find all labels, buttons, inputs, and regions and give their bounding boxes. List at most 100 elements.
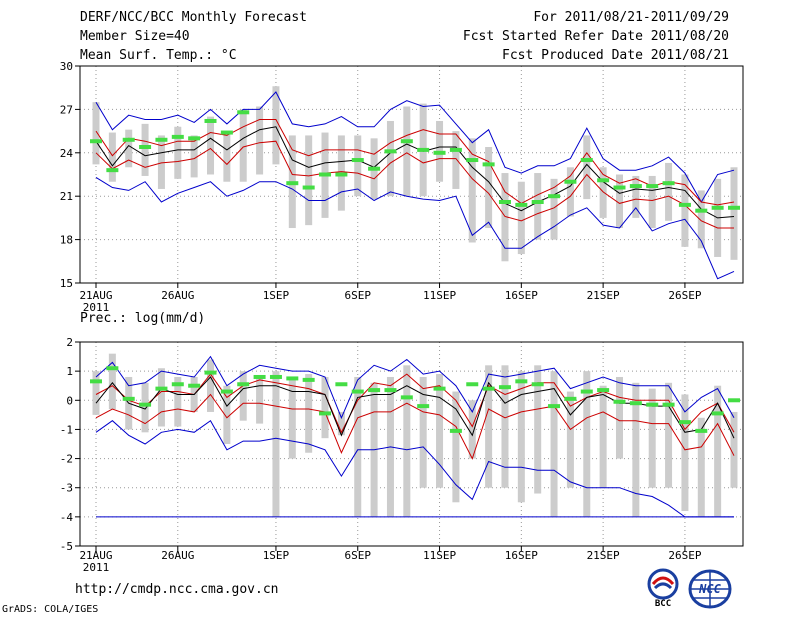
temp-y-tick-label: 15 xyxy=(60,277,73,290)
temp-range-box xyxy=(583,135,591,200)
temp-y-tick-label: 21 xyxy=(60,190,73,203)
temp-range-box xyxy=(403,106,411,197)
prec-title: Prec.: log(mm/d) xyxy=(80,311,205,326)
temp-range-box xyxy=(632,175,640,218)
prec-chart: 2 1 0 -1 -2 -3 -4 -5 21AUG 26AUG 1SEP 6SEP 11SEP 16SE… xyxy=(60,336,744,574)
prec-y-tick-label: 2 xyxy=(66,336,73,349)
temp-range-box xyxy=(599,167,607,218)
prec-x-tick-label: 26SEP xyxy=(668,549,701,562)
prec-range-box xyxy=(108,353,116,410)
fcst-produced-date: Fcst Produced Date 2011/08/21 xyxy=(502,48,729,63)
prec-range-box xyxy=(207,359,215,412)
prec-range-box xyxy=(534,365,542,494)
temp-x-tick-label: 16SEP xyxy=(505,289,538,302)
temp-range-box xyxy=(534,173,542,240)
temp-y-tick-label: 27 xyxy=(60,103,73,116)
temp-x-tick-label: 21AUG xyxy=(79,289,112,302)
prec-range-box xyxy=(550,371,558,517)
variable-label: Mean Surf. Temp.: °C xyxy=(80,48,237,63)
prec-x-tick-label: 21AUG xyxy=(79,549,112,562)
temp-range-box xyxy=(157,135,165,189)
prec-range-box xyxy=(648,388,656,488)
prec-range-box xyxy=(403,365,411,517)
prec-range-box xyxy=(665,382,673,488)
prec-range-box xyxy=(321,376,329,439)
forecast-period: For 2011/08/21-2011/09/29 xyxy=(533,10,729,25)
prec-range-box xyxy=(157,368,165,427)
temp-range-box xyxy=(190,135,198,178)
prec-range-box xyxy=(337,411,345,436)
prec-series-mean xyxy=(95,376,735,439)
temp-chart: 30 27 24 21 18 15 21AUG 26AUG 1SEP 6SEP 11SEP 16SEP… xyxy=(60,60,744,314)
prec-plot-frame xyxy=(79,341,744,547)
prec-x-tick-label: 21SEP xyxy=(587,549,620,562)
temp-series-max xyxy=(95,91,735,203)
prec-x-tick-label: 16SEP xyxy=(505,549,538,562)
temp-range-box xyxy=(697,190,705,249)
temp-y-tick-label: 18 xyxy=(60,234,73,247)
temp-range-box xyxy=(354,135,362,197)
source-url[interactable]: http://cmdp.ncc.cma.gov.cn xyxy=(75,582,279,597)
temp-range-box xyxy=(174,126,182,179)
temp-y-tick-label: 30 xyxy=(60,60,73,73)
prec-x-tick-label: 1SEP xyxy=(263,549,290,562)
prec-y-tick-label: -2 xyxy=(60,453,73,466)
member-size: Member Size=40 xyxy=(80,29,190,44)
temp-range-box xyxy=(386,120,394,197)
prec-range-box xyxy=(288,376,296,459)
temp-range-box xyxy=(730,167,738,260)
temp-range-box xyxy=(141,123,149,176)
temp-range-box xyxy=(223,132,231,182)
temp-range-box xyxy=(125,129,133,168)
temp-series-upper xyxy=(95,119,735,206)
temp-x-tick-label: 6SEP xyxy=(344,289,371,302)
temp-x-tick-label: 26AUG xyxy=(161,289,194,302)
temp-range-box xyxy=(665,162,673,221)
prec-range-box xyxy=(615,376,623,459)
prec-range-box xyxy=(305,374,313,453)
prec-series-min xyxy=(95,419,734,518)
prec-range-box xyxy=(141,382,149,433)
ncc-logo-text: NCC xyxy=(698,582,721,596)
temp-range-box xyxy=(108,132,116,182)
prec-range-box xyxy=(599,385,607,488)
temp-range-box xyxy=(468,138,476,243)
temp-range-box xyxy=(681,174,689,247)
temp-x-tick-label: 21SEP xyxy=(587,289,620,302)
temp-range-box xyxy=(648,175,656,229)
prec-range-box xyxy=(583,371,591,517)
prec-year-label: 2011 xyxy=(83,561,110,574)
temp-range-box xyxy=(452,131,460,189)
prec-range-box xyxy=(419,376,427,488)
prec-series-max xyxy=(95,355,735,420)
temp-range-box xyxy=(272,86,280,165)
prec-range-box xyxy=(566,391,574,488)
temp-range-box xyxy=(92,102,100,165)
fcst-started-date: Fcst Started Refer Date 2011/08/20 xyxy=(462,29,729,44)
prec-y-tick-label: -1 xyxy=(60,423,73,436)
prec-range-box xyxy=(92,371,100,415)
prec-x-tick-label: 26AUG xyxy=(161,549,194,562)
prec-y-tick-label: -4 xyxy=(60,511,74,524)
temp-range-box xyxy=(305,135,313,226)
prec-range-box xyxy=(174,376,182,427)
prec-range-box xyxy=(272,371,280,517)
temp-range-box xyxy=(615,174,623,229)
prec-range-box xyxy=(517,371,525,503)
prec-range-box xyxy=(468,400,476,459)
temp-range-box xyxy=(485,147,493,229)
prec-x-tick-label: 6SEP xyxy=(344,549,371,562)
prec-range-box xyxy=(714,385,722,517)
ncc-logo: NCC xyxy=(688,569,732,609)
grads-credit: GrADS: COLA/IGES xyxy=(2,604,99,615)
temp-x-tick-label: 11SEP xyxy=(423,289,456,302)
temp-range-box xyxy=(566,167,574,217)
prec-y-tick-label: -5 xyxy=(60,540,73,553)
temp-plot-frame xyxy=(79,65,744,284)
temp-year-label: 2011 xyxy=(83,301,110,314)
bcc-logo-text: BCC xyxy=(655,599,671,608)
temp-range-box xyxy=(207,116,215,175)
temp-series-mean xyxy=(95,126,735,219)
prec-x-tick-label: 11SEP xyxy=(423,549,456,562)
